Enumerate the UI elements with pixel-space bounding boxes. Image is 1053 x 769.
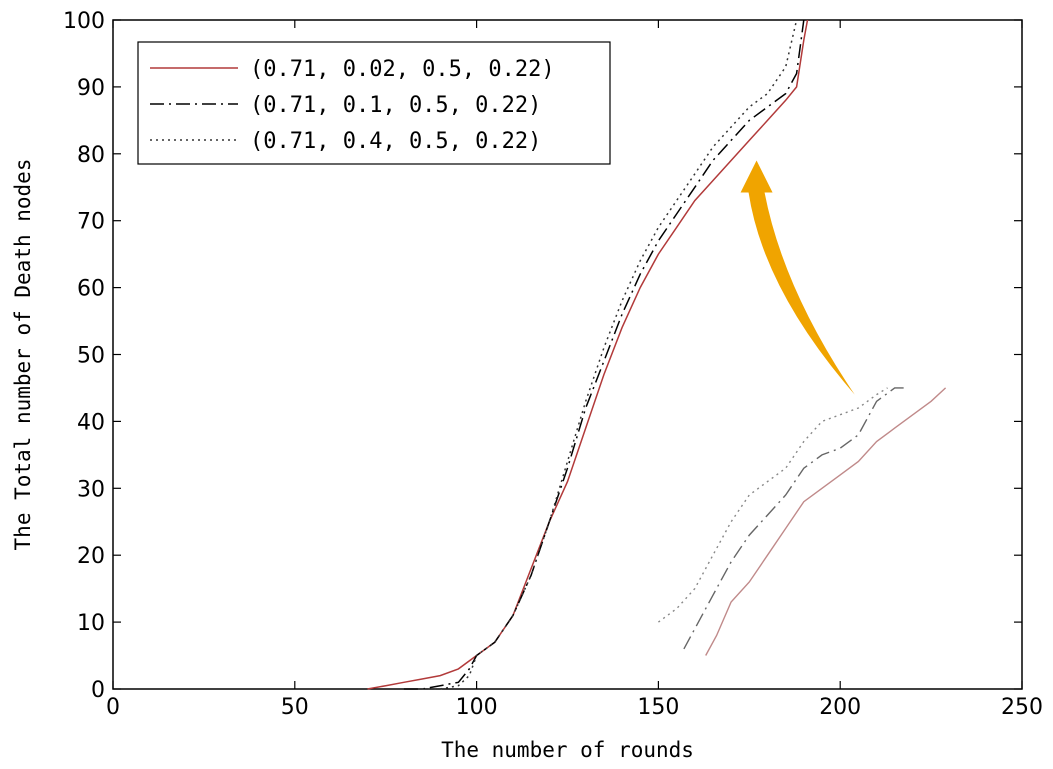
series-line-2: [403, 19, 805, 690]
x-tick-label: 200: [819, 695, 861, 720]
y-axis: 0 10 20 30 40 50 60 70 80 90 100: [63, 9, 1022, 703]
inset-line-1: [705, 387, 947, 656]
y-tick-label: 0: [91, 678, 105, 703]
x-tick-label: 150: [637, 695, 679, 720]
y-axis-label: The Total number of Death nodes: [11, 159, 35, 551]
y-tick-label: 10: [77, 611, 105, 636]
legend-label-3: (0.71, 0.4, 0.5, 0.22): [250, 129, 541, 154]
y-tick-label: 40: [77, 410, 105, 435]
x-tick-label: 250: [1001, 695, 1043, 720]
y-tick-label: 60: [77, 277, 105, 302]
series-line-1: [367, 19, 809, 690]
x-axis-label: The number of rounds: [441, 738, 694, 762]
legend-label-2: (0.71, 0.1, 0.5, 0.22): [250, 93, 541, 118]
y-tick-label: 100: [63, 9, 105, 34]
arrow-shaft: [748, 192, 855, 395]
legend: (0.71, 0.02, 0.5, 0.22) (0.71, 0.1, 0.5, …: [137, 41, 611, 165]
x-axis: 0 50 100 150 200 250: [106, 20, 1043, 720]
x-tick-label: 50: [281, 695, 309, 720]
y-tick-label: 20: [77, 544, 105, 569]
x-tick-label: 100: [456, 695, 498, 720]
inset-line-3: [657, 387, 888, 623]
y-tick-label: 30: [77, 477, 105, 502]
y-tick-label: 70: [77, 210, 105, 235]
series-layer: [367, 19, 809, 690]
plot-area: 0 10 20 30 40 50 60 70 80 90 100 0 50 100 150 200 250: [63, 9, 1043, 720]
inset-layer: [657, 387, 947, 656]
legend-label-1: (0.71, 0.02, 0.5, 0.22): [250, 57, 555, 82]
annotation-arrow: [740, 160, 855, 395]
arrow-head: [740, 160, 773, 193]
x-tick-label: 0: [106, 695, 120, 720]
y-tick-label: 90: [77, 76, 105, 101]
y-tick-label: 50: [77, 344, 105, 369]
legend-box: [137, 41, 611, 165]
y-tick-label: 80: [77, 143, 105, 168]
inset-line-2: [683, 387, 906, 650]
